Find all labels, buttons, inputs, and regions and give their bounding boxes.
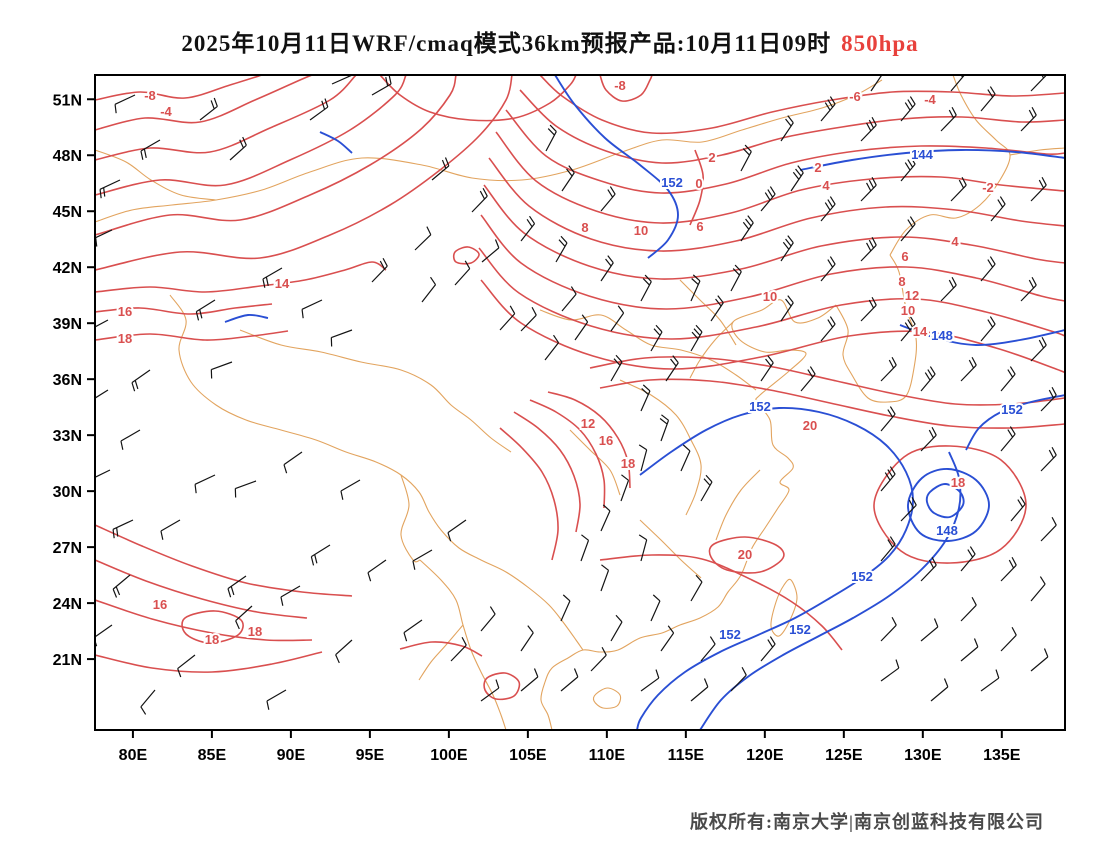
lat-tick-label: 39N bbox=[53, 316, 82, 333]
temperature-contours bbox=[95, 75, 1065, 701]
contour-label: 8 bbox=[581, 220, 588, 235]
contour-label: 148 bbox=[931, 328, 953, 343]
contour-label: -4 bbox=[924, 92, 936, 107]
contour-label: 16 bbox=[599, 433, 613, 448]
lat-tick-label: 48N bbox=[53, 148, 82, 165]
contour-label: 152 bbox=[749, 399, 771, 414]
lon-tick-label: 90E bbox=[277, 747, 306, 764]
contour-label: 152 bbox=[661, 175, 683, 190]
contour-label: 2 bbox=[814, 160, 821, 175]
lon-tick-label: 135E bbox=[983, 747, 1021, 764]
contour-label: 152 bbox=[851, 569, 873, 584]
contour-label: 152 bbox=[789, 622, 811, 637]
lon-tick-label: 105E bbox=[509, 747, 547, 764]
contour-label: 18 bbox=[951, 475, 965, 490]
contour-label: -8 bbox=[144, 88, 156, 103]
lat-tick-label: 42N bbox=[53, 260, 82, 277]
contour-label: 4 bbox=[951, 234, 959, 249]
contour-label: 12 bbox=[581, 416, 595, 431]
contour-label: 16 bbox=[118, 304, 132, 319]
contour-label: -2 bbox=[982, 180, 994, 195]
contour-label: 144 bbox=[911, 147, 933, 162]
lat-tick-label: 36N bbox=[53, 372, 82, 389]
contour-label: 0 bbox=[695, 176, 702, 191]
contour-label: 20 bbox=[803, 418, 817, 433]
lon-tick-label: 100E bbox=[430, 747, 468, 764]
contour-label: 6 bbox=[901, 249, 908, 264]
contour-label: 18 bbox=[205, 632, 219, 647]
contour-label: 6 bbox=[696, 219, 703, 234]
contour-label: 18 bbox=[118, 331, 132, 346]
contour-label: 152 bbox=[1001, 402, 1023, 417]
wind-barbs bbox=[95, 75, 1057, 715]
lat-tick-label: 24N bbox=[53, 596, 82, 613]
contour-labels: -8-4-8-6 -4-20224466881010101214141618121… bbox=[116, 76, 1025, 649]
contour-label: 10 bbox=[763, 289, 777, 304]
map-axes: 80E 85E 90E 95E 100E 105E 110E 115E 120E 125E 130E… bbox=[53, 74, 1066, 764]
contour-label: 14 bbox=[275, 276, 290, 291]
lon-tick-label: 85E bbox=[198, 747, 227, 764]
contour-label: -8 bbox=[614, 78, 626, 93]
contour-label: 20 bbox=[738, 547, 752, 562]
lon-tick-label: 120E bbox=[746, 747, 784, 764]
chart-title-level: 850hpa bbox=[841, 31, 919, 56]
lat-tick-label: 33N bbox=[53, 428, 82, 445]
lon-tick-label: 110E bbox=[589, 747, 626, 764]
contour-label: 16 bbox=[153, 597, 167, 612]
lat-tick-label: 30N bbox=[53, 484, 82, 501]
contour-label: -6 bbox=[849, 89, 861, 104]
contour-label: 8 bbox=[898, 274, 905, 289]
lon-tick-label: 125E bbox=[825, 747, 863, 764]
contour-label: 2 bbox=[708, 150, 715, 165]
contour-label: 12 bbox=[905, 288, 919, 303]
contour-label: 18 bbox=[621, 456, 635, 471]
coastline-borders bbox=[95, 75, 1065, 730]
contour-label: 10 bbox=[634, 223, 648, 238]
contour-label: -4 bbox=[160, 104, 172, 119]
chart-title-text: 2025年10月11日WRF/cmaq模式36km预报产品:10月11日09时 bbox=[181, 31, 832, 56]
contour-label: 4 bbox=[822, 178, 830, 193]
contour-label: 18 bbox=[248, 624, 262, 639]
contour-label: 148 bbox=[936, 523, 958, 538]
copyright-footer: 版权所有:南京大学|南京创蓝科技有限公司 bbox=[690, 812, 1044, 832]
lat-tick-label: 45N bbox=[53, 204, 82, 221]
lon-tick-label: 95E bbox=[356, 747, 385, 764]
lon-tick-label: 130E bbox=[904, 747, 942, 764]
contour-label: 152 bbox=[719, 627, 741, 642]
chart-title: 2025年10月11日WRF/cmaq模式36km预报产品:10月11日09时 8… bbox=[0, 24, 1100, 58]
lon-tick-label: 115E bbox=[668, 747, 705, 764]
lat-tick-label: 51N bbox=[53, 92, 82, 109]
height-contours bbox=[224, 75, 1065, 730]
lat-tick-label: 21N bbox=[53, 652, 82, 669]
lat-tick-label: 27N bbox=[53, 540, 82, 557]
contour-label: 10 bbox=[901, 303, 915, 318]
contour-label: 14 bbox=[913, 324, 928, 339]
lon-tick-label: 80E bbox=[119, 747, 148, 764]
